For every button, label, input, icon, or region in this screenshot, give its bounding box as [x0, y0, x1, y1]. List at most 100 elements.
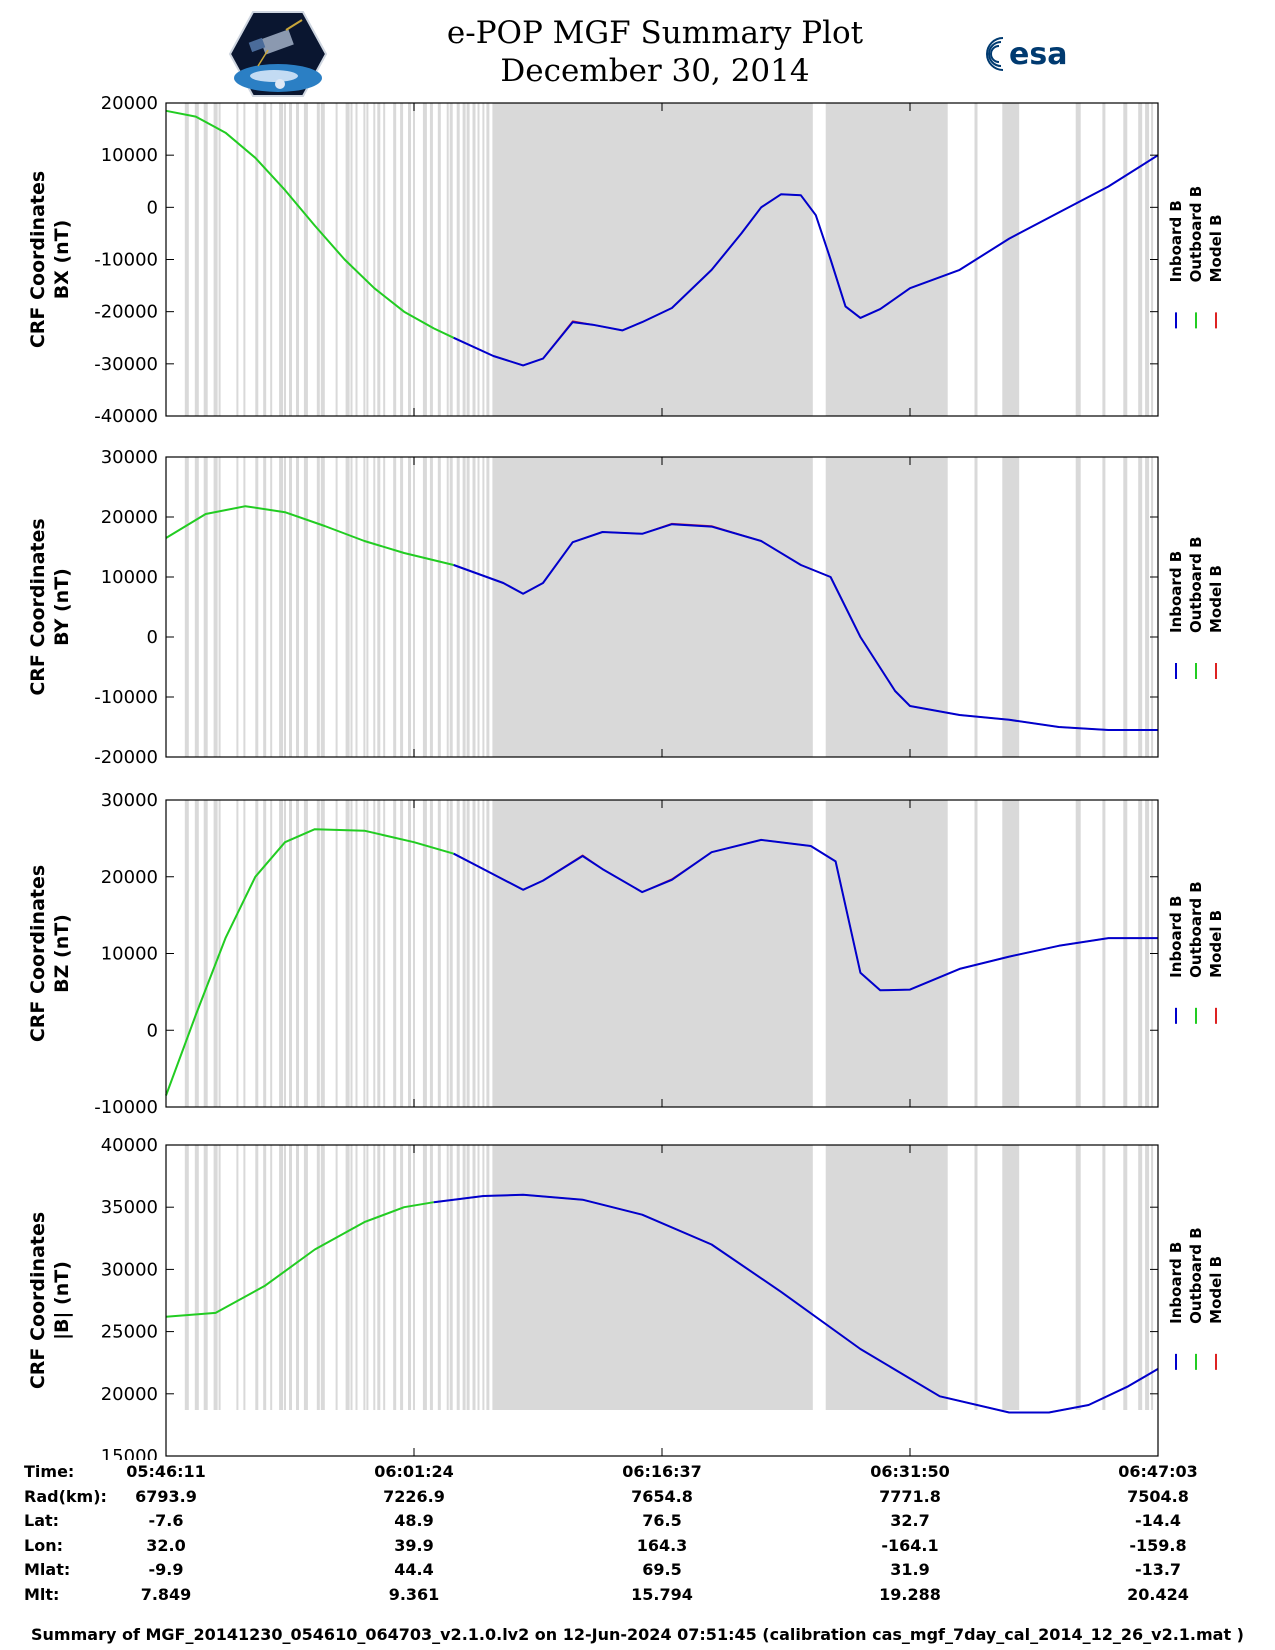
- y-tick-label: 10000: [101, 944, 158, 965]
- esa-logo-text: esa: [1009, 37, 1067, 72]
- data-gap-shade: [194, 103, 199, 416]
- data-gap-shade: [413, 103, 415, 416]
- info-cell: 31.9: [890, 1560, 930, 1579]
- data-gap-shade: [482, 457, 485, 757]
- info-cell: 7504.8: [1127, 1486, 1189, 1506]
- y-tick-label: 0: [147, 1020, 158, 1041]
- info-row: Lat: -7.6 48.9 76.5 32.7 -14.4: [0, 1509, 1275, 1533]
- data-gap-shade: [270, 800, 273, 1107]
- data-gap-shade: [218, 103, 221, 416]
- data-gap-shade: [400, 800, 404, 1107]
- data-gap-shade: [296, 457, 299, 757]
- data-gap-shade: [1138, 457, 1143, 757]
- data-gap-shade: [270, 103, 273, 416]
- data-gap-shade: [1002, 1145, 1020, 1410]
- data-gap-shade: [400, 103, 404, 416]
- y-axis-label-line1: CRF Coordinates: [27, 865, 49, 1042]
- y-tick-label: -10000: [94, 687, 158, 708]
- info-cell: 32.7: [890, 1511, 930, 1530]
- data-gap-shade: [1145, 457, 1150, 757]
- data-gap-shade: [270, 1145, 273, 1410]
- data-gap-shade: [213, 800, 218, 1107]
- data-gap-shade: [296, 800, 299, 1107]
- data-gap-shade: [363, 800, 366, 1107]
- legend: Inboard B Outboard B Model B: [1167, 536, 1225, 679]
- data-gap-shade: [243, 103, 246, 416]
- data-gap-shade: [1102, 1145, 1106, 1410]
- data-gap-shade: [437, 1145, 441, 1410]
- data-gap-shade: [203, 457, 208, 757]
- data-gap-shade: [377, 103, 381, 416]
- data-gap-shade: [335, 103, 338, 416]
- data-gap-shade: [1075, 1145, 1081, 1410]
- data-gap-shade: [466, 800, 470, 1107]
- info-cell: 05:46:11: [126, 1462, 206, 1481]
- footer-summary: Summary of MGF_20141230_054610_064703_v2…: [31, 1625, 1244, 1644]
- panel-1: 20000 10000 0 -10000 -20000 -30000 -40000 CRF C…: [27, 93, 1225, 427]
- data-gap-shade: [393, 1145, 397, 1410]
- data-gap-shade: [320, 800, 325, 1107]
- data-gap-shade: [366, 800, 369, 1107]
- data-gap-shade: [1145, 103, 1150, 416]
- data-gap-shade: [373, 800, 376, 1107]
- data-gap-shade: [289, 457, 292, 757]
- y-axis-label: CRF Coordinates BY (nT): [27, 518, 73, 695]
- data-gap-shade: [466, 457, 470, 757]
- series-outboard-b: [165, 109, 455, 339]
- data-gap-shade: [456, 800, 460, 1107]
- data-gap-shade: [422, 1145, 427, 1410]
- data-gap-shade: [350, 800, 353, 1107]
- info-cell: 20.424: [1127, 1584, 1189, 1604]
- y-axis-label: CRF Coordinates BX (nT): [27, 171, 73, 348]
- info-cell: 9.361: [388, 1584, 440, 1604]
- data-gap-shade: [194, 457, 199, 757]
- info-cell: -13.7: [1134, 1560, 1182, 1579]
- y-axis-label-line1: CRF Coordinates: [27, 1212, 49, 1389]
- data-gap-shade: [350, 1145, 353, 1410]
- data-gap-shade: [477, 800, 480, 1107]
- y-tick-label: -40000: [94, 406, 158, 427]
- panel-3: 30000 20000 10000 0 -10000 CRF Coordinates BZ …: [27, 790, 1225, 1118]
- y-tick-label: 0: [147, 197, 158, 218]
- legend: Inboard B Outboard B Model B: [1167, 1227, 1225, 1370]
- data-gap-shade: [1123, 1145, 1128, 1410]
- info-cell: -159.8: [1129, 1535, 1187, 1555]
- data-gap-shade: [284, 457, 286, 757]
- data-gap-shade: [236, 457, 239, 757]
- y-tick-label: 35000: [101, 1197, 158, 1218]
- data-gap-shade: [408, 1145, 411, 1410]
- data-gap-shade: [255, 1145, 259, 1410]
- data-gap-shade: [429, 103, 433, 416]
- data-gap-shade: [466, 1145, 470, 1410]
- y-tick-label: 20000: [101, 507, 158, 528]
- info-row-label: Mlat:: [24, 1560, 71, 1579]
- info-cell: 164.3: [636, 1535, 688, 1555]
- data-gap-shade: [1102, 103, 1106, 416]
- data-gap-shade: [393, 800, 397, 1107]
- y-tick-label: 20000: [101, 93, 158, 114]
- y-tick-label: 30000: [101, 1259, 158, 1280]
- data-gap-shade: [429, 1145, 433, 1410]
- data-gap-shade: [335, 457, 338, 757]
- data-gap-shade: [393, 103, 397, 416]
- info-row-label: Lon:: [24, 1535, 63, 1555]
- data-gap-shade: [355, 800, 358, 1107]
- data-gap-shade: [400, 457, 404, 757]
- panel-2: 30000 20000 10000 0 -10000 -20000 CRF Coordina…: [27, 447, 1225, 768]
- data-gap-shade: [373, 457, 376, 757]
- data-gap-shade: [1075, 800, 1081, 1107]
- data-gap-shade: [363, 457, 366, 757]
- legend-label: Outboard B: [1187, 536, 1205, 633]
- data-gap-shade: [482, 103, 485, 416]
- data-gap-shade: [825, 1145, 948, 1410]
- legend: Inboard B Outboard B Model B: [1167, 881, 1225, 1024]
- series-inboard-b: [453, 838, 1158, 992]
- data-gap-shade: [449, 457, 453, 757]
- data-gap-shade: [429, 800, 433, 1107]
- data-gap-shade: [303, 800, 308, 1107]
- data-gap-shade: [446, 103, 449, 416]
- data-gap-shade: [350, 103, 353, 416]
- title-line1: e-POP MGF Summary Plot: [446, 15, 864, 51]
- y-tick-label: 15000: [101, 1446, 158, 1460]
- info-cell: 6793.9: [135, 1486, 197, 1506]
